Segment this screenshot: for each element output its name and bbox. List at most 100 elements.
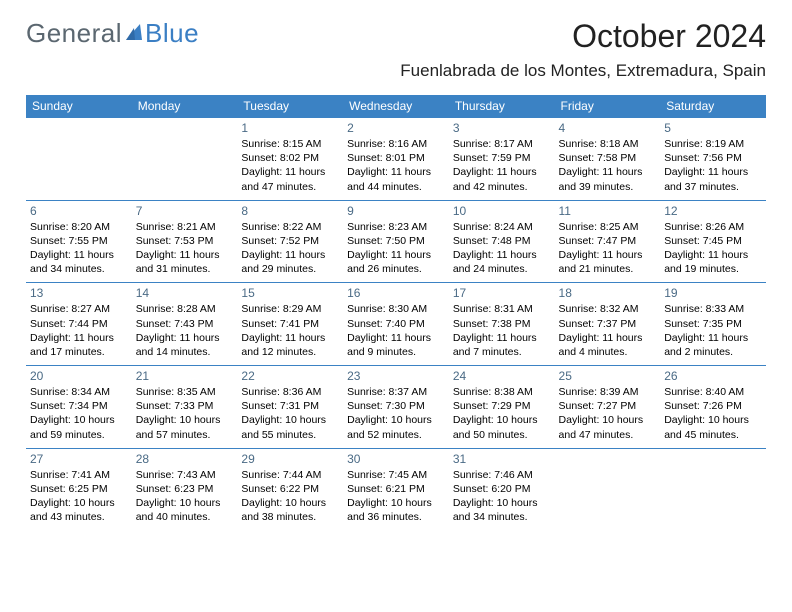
sunrise-text: Sunrise: 8:21 AM — [136, 220, 234, 234]
daylight1-text: Daylight: 11 hours — [453, 331, 551, 345]
sunset-text: Sunset: 7:40 PM — [347, 317, 445, 331]
sunrise-text: Sunrise: 8:19 AM — [664, 137, 762, 151]
day-number: 23 — [347, 369, 445, 383]
day-number: 20 — [30, 369, 128, 383]
day-number: 9 — [347, 204, 445, 218]
calendar-day-cell — [555, 448, 661, 530]
daylight2-text: and 59 minutes. — [30, 428, 128, 442]
daylight2-text: and 37 minutes. — [664, 180, 762, 194]
daylight2-text: and 24 minutes. — [453, 262, 551, 276]
day-number: 29 — [241, 452, 339, 466]
daylight1-text: Daylight: 11 hours — [136, 248, 234, 262]
day-number: 3 — [453, 121, 551, 135]
day-number: 21 — [136, 369, 234, 383]
daylight1-text: Daylight: 11 hours — [664, 331, 762, 345]
calendar-day-cell: 22Sunrise: 8:36 AMSunset: 7:31 PMDayligh… — [237, 366, 343, 449]
sunset-text: Sunset: 6:21 PM — [347, 482, 445, 496]
day-number: 7 — [136, 204, 234, 218]
month-title: October 2024 — [400, 18, 766, 55]
day-number: 13 — [30, 286, 128, 300]
sunrise-text: Sunrise: 8:29 AM — [241, 302, 339, 316]
sunset-text: Sunset: 7:56 PM — [664, 151, 762, 165]
calendar-week-row: 27Sunrise: 7:41 AMSunset: 6:25 PMDayligh… — [26, 448, 766, 530]
daylight2-text: and 45 minutes. — [664, 428, 762, 442]
calendar-day-cell: 27Sunrise: 7:41 AMSunset: 6:25 PMDayligh… — [26, 448, 132, 530]
calendar-day-cell: 20Sunrise: 8:34 AMSunset: 7:34 PMDayligh… — [26, 366, 132, 449]
daylight2-text: and 14 minutes. — [136, 345, 234, 359]
sunrise-text: Sunrise: 8:28 AM — [136, 302, 234, 316]
calendar-day-cell: 25Sunrise: 8:39 AMSunset: 7:27 PMDayligh… — [555, 366, 661, 449]
calendar-day-cell: 19Sunrise: 8:33 AMSunset: 7:35 PMDayligh… — [660, 283, 766, 366]
sunrise-text: Sunrise: 8:24 AM — [453, 220, 551, 234]
day-number: 12 — [664, 204, 762, 218]
sunrise-text: Sunrise: 8:30 AM — [347, 302, 445, 316]
sunrise-text: Sunrise: 7:41 AM — [30, 468, 128, 482]
sunrise-text: Sunrise: 8:17 AM — [453, 137, 551, 151]
calendar-day-cell — [660, 448, 766, 530]
daylight1-text: Daylight: 11 hours — [30, 331, 128, 345]
daylight1-text: Daylight: 11 hours — [30, 248, 128, 262]
sunset-text: Sunset: 7:38 PM — [453, 317, 551, 331]
calendar-day-cell: 12Sunrise: 8:26 AMSunset: 7:45 PMDayligh… — [660, 200, 766, 283]
weekday-header: Thursday — [449, 95, 555, 118]
sunset-text: Sunset: 7:44 PM — [30, 317, 128, 331]
day-number: 17 — [453, 286, 551, 300]
sunset-text: Sunset: 7:55 PM — [30, 234, 128, 248]
sunrise-text: Sunrise: 8:35 AM — [136, 385, 234, 399]
sunrise-text: Sunrise: 8:20 AM — [30, 220, 128, 234]
sunset-text: Sunset: 7:45 PM — [664, 234, 762, 248]
daylight2-text: and 50 minutes. — [453, 428, 551, 442]
daylight1-text: Daylight: 11 hours — [559, 165, 657, 179]
sunrise-text: Sunrise: 8:34 AM — [30, 385, 128, 399]
sunset-text: Sunset: 6:25 PM — [30, 482, 128, 496]
daylight2-text: and 9 minutes. — [347, 345, 445, 359]
day-number: 31 — [453, 452, 551, 466]
sunrise-text: Sunrise: 8:32 AM — [559, 302, 657, 316]
sunrise-text: Sunrise: 7:43 AM — [136, 468, 234, 482]
daylight2-text: and 29 minutes. — [241, 262, 339, 276]
sunset-text: Sunset: 8:01 PM — [347, 151, 445, 165]
title-block: October 2024 Fuenlabrada de los Montes, … — [400, 18, 766, 81]
sunset-text: Sunset: 7:50 PM — [347, 234, 445, 248]
daylight1-text: Daylight: 11 hours — [347, 165, 445, 179]
sunset-text: Sunset: 7:48 PM — [453, 234, 551, 248]
daylight1-text: Daylight: 11 hours — [241, 165, 339, 179]
day-number: 4 — [559, 121, 657, 135]
daylight1-text: Daylight: 11 hours — [453, 248, 551, 262]
daylight1-text: Daylight: 10 hours — [30, 496, 128, 510]
sunset-text: Sunset: 7:37 PM — [559, 317, 657, 331]
calendar-day-cell: 29Sunrise: 7:44 AMSunset: 6:22 PMDayligh… — [237, 448, 343, 530]
daylight1-text: Daylight: 11 hours — [664, 165, 762, 179]
day-number: 19 — [664, 286, 762, 300]
weekday-header: Monday — [132, 95, 238, 118]
weekday-header: Friday — [555, 95, 661, 118]
daylight2-text: and 52 minutes. — [347, 428, 445, 442]
weekday-header-row: Sunday Monday Tuesday Wednesday Thursday… — [26, 95, 766, 118]
sunrise-text: Sunrise: 8:36 AM — [241, 385, 339, 399]
day-number: 6 — [30, 204, 128, 218]
calendar-day-cell: 11Sunrise: 8:25 AMSunset: 7:47 PMDayligh… — [555, 200, 661, 283]
day-number: 15 — [241, 286, 339, 300]
weekday-header: Saturday — [660, 95, 766, 118]
daylight2-text: and 12 minutes. — [241, 345, 339, 359]
daylight2-text: and 34 minutes. — [30, 262, 128, 276]
daylight2-text: and 47 minutes. — [559, 428, 657, 442]
calendar-day-cell: 28Sunrise: 7:43 AMSunset: 6:23 PMDayligh… — [132, 448, 238, 530]
daylight2-text: and 39 minutes. — [559, 180, 657, 194]
daylight1-text: Daylight: 10 hours — [136, 413, 234, 427]
sunset-text: Sunset: 7:35 PM — [664, 317, 762, 331]
calendar-day-cell: 16Sunrise: 8:30 AMSunset: 7:40 PMDayligh… — [343, 283, 449, 366]
daylight2-text: and 44 minutes. — [347, 180, 445, 194]
weekday-header: Sunday — [26, 95, 132, 118]
calendar-day-cell: 26Sunrise: 8:40 AMSunset: 7:26 PMDayligh… — [660, 366, 766, 449]
daylight2-text: and 38 minutes. — [241, 510, 339, 524]
sunrise-text: Sunrise: 8:15 AM — [241, 137, 339, 151]
brand-part2: Blue — [145, 18, 199, 49]
weekday-header: Tuesday — [237, 95, 343, 118]
day-number: 24 — [453, 369, 551, 383]
sunset-text: Sunset: 7:52 PM — [241, 234, 339, 248]
sunset-text: Sunset: 7:26 PM — [664, 399, 762, 413]
day-number: 14 — [136, 286, 234, 300]
calendar-day-cell: 31Sunrise: 7:46 AMSunset: 6:20 PMDayligh… — [449, 448, 555, 530]
calendar-day-cell: 30Sunrise: 7:45 AMSunset: 6:21 PMDayligh… — [343, 448, 449, 530]
